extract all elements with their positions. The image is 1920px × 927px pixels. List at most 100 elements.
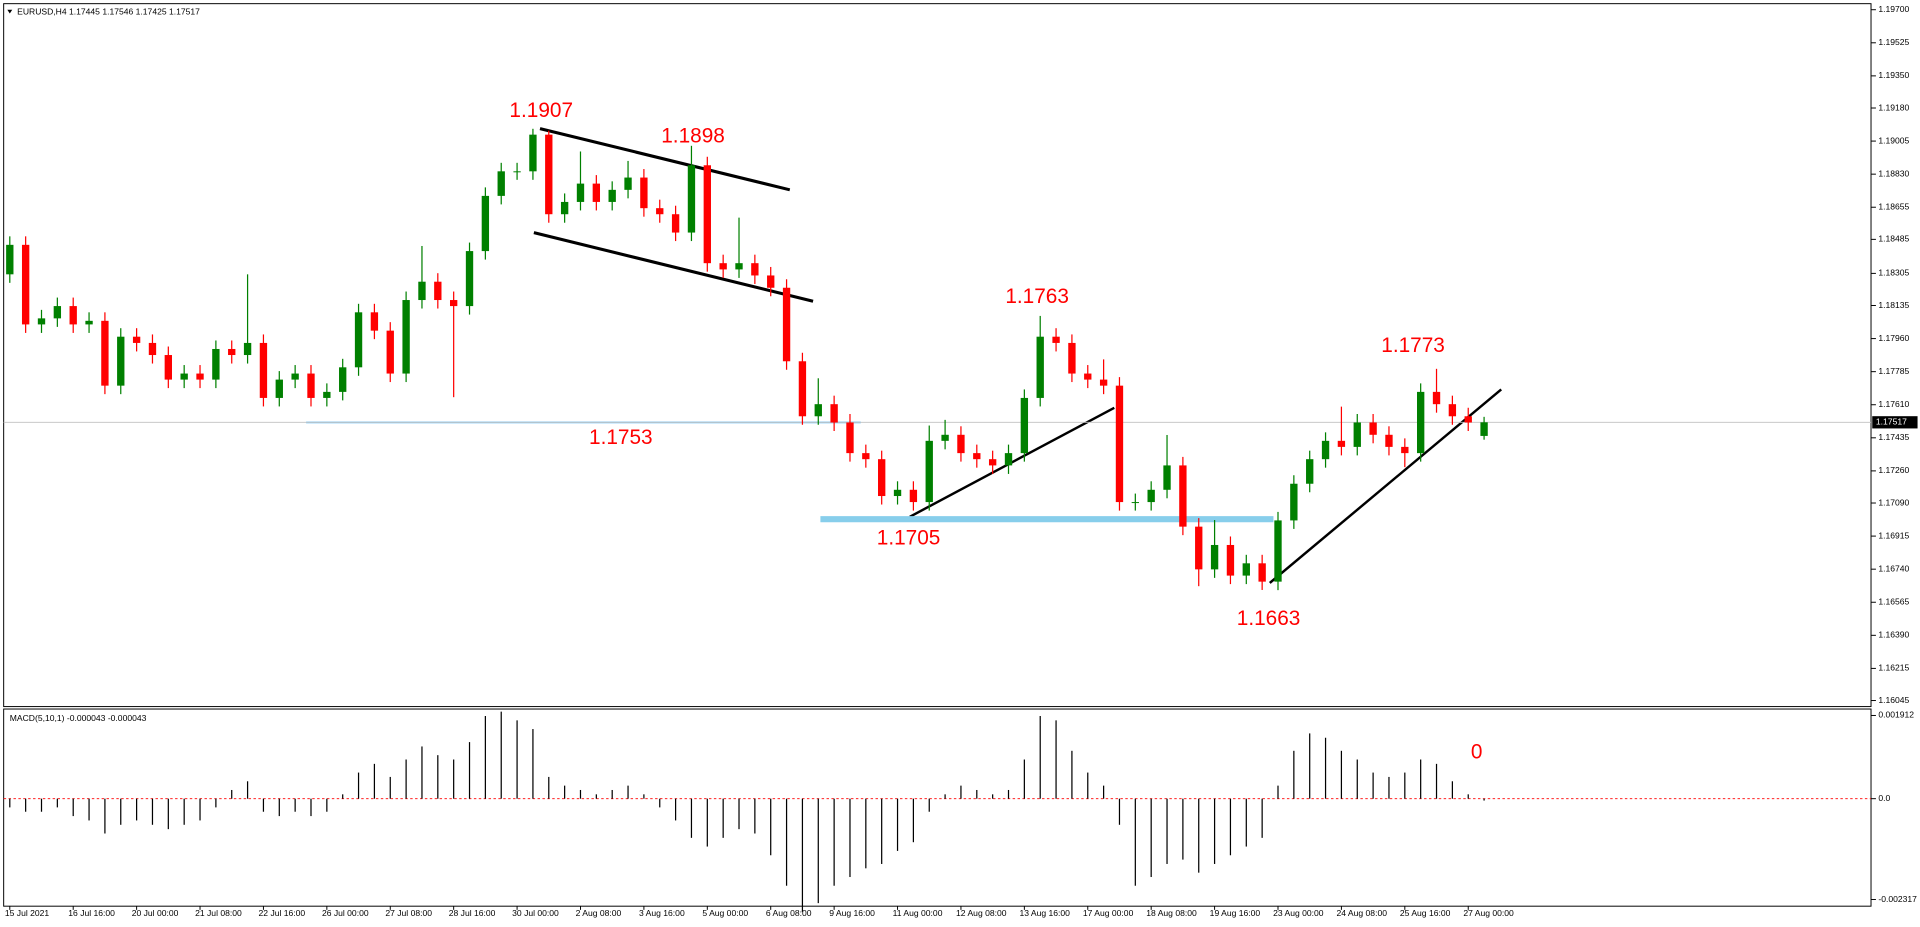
candle-body [624, 177, 632, 190]
candle-body [196, 373, 204, 380]
candle-body [354, 312, 363, 368]
candle-body [85, 320, 93, 325]
candle-body [719, 263, 727, 270]
candle-body [671, 214, 680, 233]
x-tick-label: 27 Jul 08:00 [385, 908, 432, 918]
candle-body [782, 287, 791, 362]
candle-body [1274, 520, 1282, 582]
price-annotation: 1.1663 [1237, 607, 1301, 630]
candle-body [1084, 373, 1092, 380]
candle-body [1179, 465, 1187, 527]
candle-body [1464, 416, 1472, 423]
y-tick-label: 1.19005 [1878, 135, 1909, 145]
current-price-box [1872, 416, 1918, 429]
candle-body [259, 342, 268, 398]
candle-body [941, 434, 949, 441]
candle-body [1004, 453, 1013, 466]
candle-body [1195, 526, 1203, 570]
y-tick-label: 1.19350 [1878, 70, 1909, 80]
candle-body [1163, 465, 1171, 490]
y-tick-label: 0.001912 [1878, 710, 1914, 720]
y-tick-label: 1.17090 [1878, 497, 1909, 507]
trendline [1269, 388, 1503, 584]
candle-body [957, 434, 965, 454]
y-tick-label: 1.17785 [1878, 366, 1909, 376]
y-tick-label: 1.16740 [1878, 563, 1909, 573]
candle-body [307, 373, 315, 398]
x-tick-label: 28 Jul 16:00 [449, 908, 496, 918]
candle-body [180, 373, 188, 380]
candle-body [878, 459, 886, 497]
candle-body [1321, 440, 1330, 460]
candle-body [925, 440, 933, 503]
candle-body [117, 336, 125, 386]
y-tick-label: -0.002317 [1878, 894, 1917, 904]
candle-body [1099, 379, 1108, 386]
x-tick-label: 30 Jul 00:00 [512, 908, 559, 918]
x-tick-label: 19 Aug 16:00 [1210, 908, 1261, 918]
candle-body [21, 244, 30, 325]
candle-body [386, 330, 394, 374]
candle-body [497, 171, 505, 196]
candle-body [370, 312, 379, 331]
y-tick-label: 1.16565 [1878, 597, 1909, 607]
candle-body [862, 453, 870, 460]
candle-body [576, 183, 585, 202]
candle-body [1306, 459, 1314, 484]
candle-body [37, 318, 46, 325]
candle-body [481, 195, 490, 252]
x-tick-label: 11 Aug 00:00 [893, 908, 943, 918]
candle-body [798, 361, 807, 417]
price-annotation: 1.1898 [661, 125, 725, 148]
x-tick-label: 6 Aug 08:00 [766, 908, 812, 918]
candle-body [69, 306, 77, 325]
y-tick-label: 1.17260 [1878, 465, 1909, 475]
candle-body [1226, 544, 1235, 576]
candle-body [1242, 563, 1250, 576]
candle-body [132, 336, 141, 343]
x-tick-label: 5 Aug 00:00 [702, 908, 748, 918]
candle-body [1385, 434, 1393, 447]
candle-body [1115, 385, 1124, 503]
candle-body [1147, 489, 1155, 503]
candle-body [1052, 336, 1060, 343]
candle-body [402, 300, 410, 374]
candle-body [164, 355, 172, 380]
candle-body [212, 348, 220, 380]
candle-body [1416, 391, 1425, 454]
price-annotation: 1.1773 [1381, 334, 1445, 357]
price-annotation: 1.1753 [589, 426, 653, 449]
x-tick-label: 26 Jul 00:00 [322, 908, 369, 918]
price-annotation: 1.1907 [509, 99, 573, 122]
y-tick-label: 0.0 [1878, 793, 1890, 803]
candle-body [1210, 544, 1219, 570]
x-tick-label: 9 Aug 16:00 [829, 908, 875, 918]
current-price-label: 1.17517 [1876, 417, 1907, 427]
candle-body [1353, 422, 1361, 447]
x-tick-label: 25 Aug 16:00 [1400, 908, 1451, 918]
trendline [539, 127, 791, 192]
candle-body [1131, 502, 1139, 504]
candle-body [893, 489, 902, 497]
candle-body [687, 165, 696, 233]
menu-arrow[interactable] [7, 9, 13, 14]
x-tick-label: 12 Aug 08:00 [956, 908, 1007, 918]
candle-body [291, 373, 299, 380]
candle-body [656, 208, 664, 215]
candle-body [973, 453, 981, 460]
y-tick-label: 1.16915 [1878, 530, 1909, 540]
x-tick-label: 13 Aug 16:00 [1019, 908, 1070, 918]
trendline [533, 231, 814, 303]
x-tick-label: 22 Jul 16:00 [259, 908, 306, 918]
candle-body [418, 281, 426, 301]
x-tick-label: 17 Aug 00:00 [1083, 908, 1134, 918]
candle-body [703, 165, 711, 264]
x-tick-label: 21 Jul 08:00 [195, 908, 242, 918]
candle-body [1020, 397, 1029, 454]
main-frame [3, 3, 1872, 708]
candle-body [101, 320, 109, 386]
candle-body [228, 348, 236, 356]
y-tick-label: 1.16390 [1878, 630, 1909, 640]
candle-body [465, 251, 474, 307]
